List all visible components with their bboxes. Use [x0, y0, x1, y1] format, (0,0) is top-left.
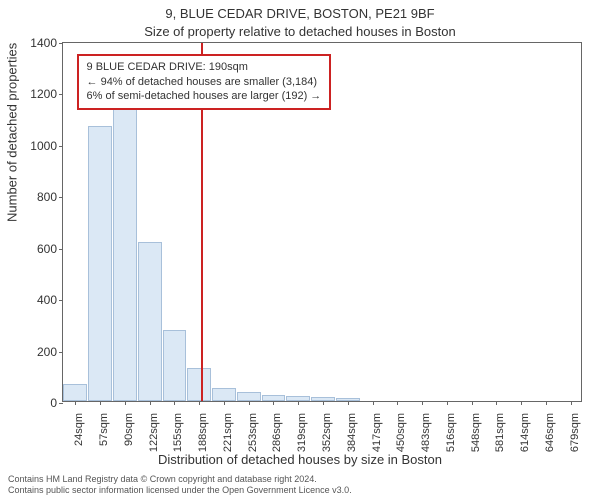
y-tick-mark	[59, 197, 63, 198]
x-tick-label: 548sqm	[470, 413, 482, 452]
x-tick-label: 614sqm	[519, 413, 531, 452]
x-tick-mark	[447, 401, 448, 405]
y-tick-label: 1400	[30, 36, 57, 50]
x-tick-mark	[298, 401, 299, 405]
x-tick-mark	[571, 401, 572, 405]
x-tick-mark	[224, 401, 225, 405]
x-tick-mark	[249, 401, 250, 405]
y-axis-label: Number of detached properties	[5, 43, 20, 222]
histogram-bar	[212, 388, 236, 401]
chart-container: 9, BLUE CEDAR DRIVE, BOSTON, PE21 9BF Si…	[0, 0, 600, 500]
chart-title-address: 9, BLUE CEDAR DRIVE, BOSTON, PE21 9BF	[0, 6, 600, 21]
x-tick-label: 319sqm	[296, 413, 308, 452]
info-box-line: 6% of semi-detached houses are larger (1…	[87, 89, 322, 104]
x-tick-label: 24sqm	[73, 413, 85, 446]
y-tick-label: 200	[37, 345, 57, 359]
histogram-bar	[163, 330, 187, 401]
y-tick-mark	[59, 403, 63, 404]
y-tick-label: 800	[37, 190, 57, 204]
x-tick-mark	[323, 401, 324, 405]
footer-line-2: Contains public sector information licen…	[8, 485, 352, 496]
x-tick-label: 188sqm	[197, 413, 209, 452]
x-tick-label: 417sqm	[371, 413, 383, 452]
histogram-bar	[88, 126, 112, 401]
histogram-bar	[63, 384, 87, 401]
x-tick-label: 646sqm	[544, 413, 556, 452]
x-tick-mark	[125, 401, 126, 405]
x-tick-mark	[174, 401, 175, 405]
x-tick-label: 221sqm	[222, 413, 234, 452]
y-tick-label: 1200	[30, 87, 57, 101]
y-tick-mark	[59, 94, 63, 95]
histogram-bar	[138, 242, 162, 401]
plot-area: 020040060080010001200140024sqm57sqm90sqm…	[62, 42, 582, 402]
x-tick-mark	[373, 401, 374, 405]
histogram-bar	[113, 103, 137, 401]
x-tick-label: 253sqm	[247, 413, 259, 452]
x-tick-label: 516sqm	[445, 413, 457, 452]
x-tick-mark	[422, 401, 423, 405]
x-tick-label: 679sqm	[569, 413, 581, 452]
x-tick-label: 384sqm	[346, 413, 358, 452]
y-tick-mark	[59, 352, 63, 353]
y-tick-mark	[59, 249, 63, 250]
chart-subtitle: Size of property relative to detached ho…	[0, 24, 600, 39]
footer-line-1: Contains HM Land Registry data © Crown c…	[8, 474, 352, 485]
x-tick-label: 483sqm	[420, 413, 432, 452]
x-tick-label: 57sqm	[98, 413, 110, 446]
x-tick-mark	[472, 401, 473, 405]
x-tick-mark	[521, 401, 522, 405]
x-tick-label: 450sqm	[395, 413, 407, 452]
y-tick-label: 0	[50, 396, 57, 410]
x-tick-mark	[150, 401, 151, 405]
x-tick-mark	[348, 401, 349, 405]
x-axis-label: Distribution of detached houses by size …	[0, 452, 600, 467]
y-tick-label: 600	[37, 242, 57, 256]
histogram-bar	[187, 368, 211, 401]
x-tick-label: 155sqm	[172, 413, 184, 452]
x-tick-mark	[199, 401, 200, 405]
x-tick-label: 90sqm	[123, 413, 135, 446]
x-tick-label: 286sqm	[271, 413, 283, 452]
footer-attribution: Contains HM Land Registry data © Crown c…	[8, 474, 352, 497]
x-tick-mark	[100, 401, 101, 405]
y-tick-label: 400	[37, 293, 57, 307]
x-tick-label: 352sqm	[321, 413, 333, 452]
x-tick-mark	[397, 401, 398, 405]
y-tick-mark	[59, 43, 63, 44]
x-tick-mark	[75, 401, 76, 405]
y-tick-mark	[59, 146, 63, 147]
info-box-line: ← 94% of detached houses are smaller (3,…	[87, 75, 322, 90]
x-tick-mark	[546, 401, 547, 405]
histogram-bar	[237, 392, 261, 401]
x-tick-mark	[496, 401, 497, 405]
info-box-line: 9 BLUE CEDAR DRIVE: 190sqm	[87, 60, 322, 75]
x-tick-label: 581sqm	[494, 413, 506, 452]
y-tick-label: 1000	[30, 139, 57, 153]
property-info-box: 9 BLUE CEDAR DRIVE: 190sqm← 94% of detac…	[77, 54, 332, 111]
x-tick-label: 122sqm	[148, 413, 160, 452]
y-tick-mark	[59, 300, 63, 301]
x-tick-mark	[273, 401, 274, 405]
